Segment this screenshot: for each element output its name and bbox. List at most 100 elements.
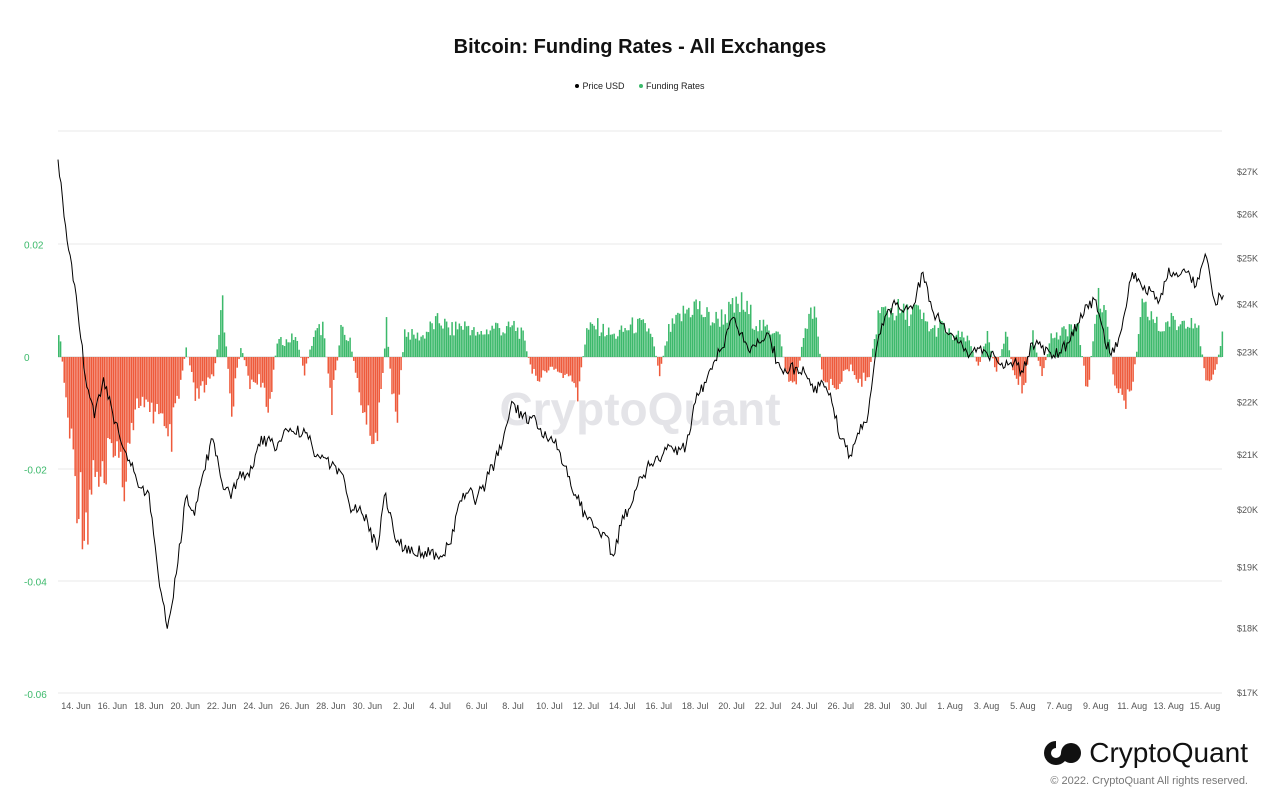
funding-bar bbox=[502, 332, 504, 357]
funding-bar bbox=[132, 357, 135, 431]
funding-bar bbox=[562, 357, 564, 378]
funding-bar bbox=[1196, 327, 1198, 357]
funding-bar bbox=[915, 304, 918, 357]
funding-bar bbox=[1003, 343, 1005, 357]
funding-bar bbox=[1083, 357, 1085, 366]
funding-bar bbox=[988, 342, 991, 357]
funding-bar bbox=[913, 304, 916, 357]
funding-bar bbox=[456, 329, 459, 357]
funding-bar bbox=[241, 353, 244, 357]
funding-bar bbox=[464, 321, 466, 357]
funding-bar bbox=[1015, 357, 1018, 379]
funding-bar bbox=[538, 357, 541, 382]
funding-bar bbox=[1019, 357, 1021, 377]
funding-bar bbox=[263, 357, 266, 388]
funding-bar bbox=[240, 348, 242, 357]
funding-bar bbox=[547, 357, 550, 371]
funding-bar bbox=[409, 339, 411, 357]
funding-bar bbox=[719, 326, 721, 357]
funding-bar bbox=[686, 309, 688, 357]
funding-bar bbox=[484, 334, 486, 357]
funding-bar bbox=[1197, 325, 1200, 357]
legend-item-funding[interactable]: Funding Rates bbox=[638, 81, 705, 91]
funding-bar bbox=[180, 357, 182, 380]
funding-bar bbox=[888, 317, 890, 357]
funding-bar bbox=[544, 357, 546, 372]
funding-bar bbox=[331, 357, 333, 416]
funding-bar bbox=[123, 357, 126, 502]
funding-bar bbox=[740, 292, 743, 357]
funding-bar bbox=[332, 357, 335, 380]
funding-bar bbox=[611, 334, 614, 357]
funding-bar bbox=[1014, 357, 1016, 376]
funding-bar bbox=[992, 357, 994, 359]
funding-bar bbox=[1130, 357, 1133, 391]
funding-bar bbox=[369, 357, 371, 436]
funding-bar bbox=[101, 357, 104, 462]
funding-bar bbox=[678, 313, 681, 357]
funding-bar bbox=[112, 357, 115, 458]
funding-bar bbox=[819, 353, 821, 357]
funding-bar bbox=[751, 328, 754, 357]
funding-bar bbox=[762, 319, 765, 357]
funding-bar bbox=[864, 357, 867, 381]
funding-bar bbox=[465, 326, 468, 357]
funding-bar bbox=[1201, 354, 1204, 357]
funding-bar bbox=[1148, 320, 1151, 357]
funding-bar bbox=[815, 317, 818, 357]
funding-bar bbox=[516, 327, 519, 357]
funding-bar bbox=[489, 330, 492, 357]
legend-label-price: Price USD bbox=[582, 81, 625, 91]
x-axis-tick: 10. Jul bbox=[536, 701, 563, 711]
funding-bar bbox=[764, 326, 767, 357]
funding-bar bbox=[261, 357, 264, 383]
funding-bar bbox=[1141, 298, 1143, 357]
funding-bar bbox=[473, 327, 475, 357]
funding-bar bbox=[322, 321, 324, 357]
right-axis-tick: $21K bbox=[1237, 450, 1258, 460]
funding-bar bbox=[314, 330, 317, 357]
funding-bar bbox=[713, 323, 716, 357]
funding-bar bbox=[649, 333, 652, 357]
funding-bar bbox=[959, 337, 961, 357]
funding-bar bbox=[178, 357, 180, 399]
funding-bar bbox=[305, 357, 308, 364]
funding-bar bbox=[613, 333, 615, 357]
x-axis-tick: 2. Jul bbox=[393, 701, 415, 711]
funding-bar bbox=[1021, 357, 1023, 394]
funding-bar bbox=[156, 357, 158, 405]
funding-bar bbox=[582, 356, 584, 357]
funding-bar bbox=[966, 335, 969, 357]
funding-bar bbox=[99, 357, 102, 477]
funding-bar bbox=[349, 337, 351, 357]
funding-bar bbox=[58, 335, 60, 357]
funding-bar bbox=[67, 357, 69, 418]
x-axis-tick: 28. Jun bbox=[316, 701, 346, 711]
funding-bar bbox=[895, 315, 898, 357]
funding-bar bbox=[755, 326, 757, 357]
legend-item-price[interactable]: Price USD bbox=[575, 81, 624, 91]
funding-bar bbox=[445, 321, 448, 357]
funding-bar bbox=[225, 346, 228, 357]
x-axis-tick: 24. Jul bbox=[791, 701, 818, 711]
funding-bar bbox=[212, 357, 215, 377]
funding-bar bbox=[271, 357, 273, 392]
funding-bar bbox=[174, 357, 177, 404]
funding-bar bbox=[471, 330, 473, 357]
funding-bar bbox=[890, 308, 892, 357]
funding-bar bbox=[697, 309, 699, 357]
funding-bar bbox=[706, 307, 708, 357]
funding-bar bbox=[912, 306, 914, 357]
funding-bar bbox=[76, 357, 78, 524]
funding-bar bbox=[223, 332, 226, 357]
funding-bar bbox=[1052, 338, 1054, 357]
funding-bar bbox=[1136, 351, 1138, 357]
funding-bar bbox=[624, 328, 626, 357]
funding-bar bbox=[169, 357, 171, 425]
funding-bar bbox=[345, 340, 348, 357]
funding-bar bbox=[1219, 346, 1222, 357]
funding-bar bbox=[414, 338, 417, 357]
funding-bar bbox=[704, 316, 706, 357]
funding-bar bbox=[515, 331, 517, 357]
left-axis-tick: -0.04 bbox=[24, 578, 47, 589]
